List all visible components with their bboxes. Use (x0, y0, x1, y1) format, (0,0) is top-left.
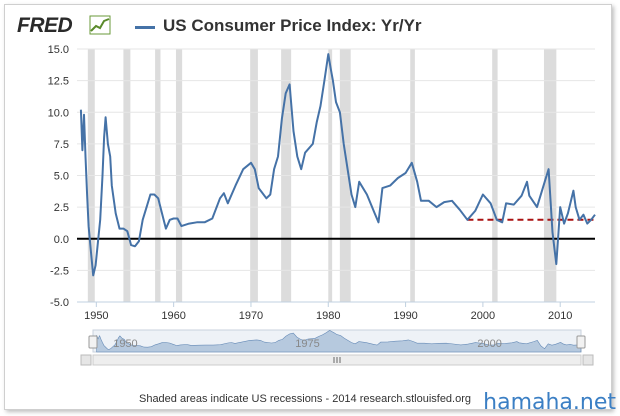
cpi-series-line (79, 53, 596, 277)
chart-trend-icon (89, 15, 111, 35)
series-legend-swatch (135, 26, 155, 29)
x-axis: 1950 1960 1970 1980 1990 2000 2010 (77, 301, 595, 322)
series-layer (79, 53, 596, 277)
chart-canvas: -5.0 -2.5 0.0 2.5 5.0 7.5 10.0 12.5 15.0 1950 196… (48, 44, 596, 366)
chart-frame: FRED US Consumer Price Index: Yr/Yr -5.0… (4, 4, 612, 410)
y-tick-label: 12.5 (48, 76, 69, 88)
y-tick-label: 15.0 (48, 44, 69, 56)
y-tick-label: 7.5 (54, 139, 69, 151)
scroll-left-arrow[interactable] (80, 354, 92, 366)
y-tick-label: 5.0 (54, 171, 69, 183)
navigator-label: 2000 (477, 338, 501, 350)
scroll-right-arrow[interactable] (582, 354, 594, 366)
chart-header: FRED US Consumer Price Index: Yr/Yr (13, 11, 613, 41)
navigator-series-area (96, 330, 582, 353)
navigator-label: 1950 (113, 338, 137, 350)
y-tick-label: 10.0 (48, 107, 69, 119)
watermark: hamaha.net (483, 390, 616, 415)
reference-lines (77, 218, 595, 240)
y-tick-label: -5.0 (50, 297, 69, 309)
x-tick-label: 1970 (239, 310, 263, 322)
y-axis: -5.0 -2.5 0.0 2.5 5.0 7.5 10.0 12.5 15.0 (48, 44, 69, 309)
x-tick-label: 2010 (548, 310, 572, 322)
grip-icon[interactable] (333, 357, 341, 363)
y-tick-label: 0.0 (54, 234, 69, 246)
x-tick-label: 1980 (316, 310, 340, 322)
chart-title: US Consumer Price Index: Yr/Yr (163, 16, 422, 35)
x-tick-label: 1950 (84, 310, 108, 322)
x-tick-label: 2000 (471, 310, 495, 322)
y-tick-label: -2.5 (50, 265, 69, 277)
x-tick-label: 1990 (393, 310, 417, 322)
x-tick-label: 1960 (161, 310, 185, 322)
grid-lines (77, 48, 595, 303)
y-tick-label: 2.5 (54, 202, 69, 214)
navigator-label: 1975 (295, 338, 319, 350)
navigator-right-handle[interactable] (576, 335, 586, 349)
recession-note: Shaded areas indicate US recessions - 20… (138, 393, 472, 405)
navigator-left-handle[interactable] (88, 335, 98, 349)
range-navigator[interactable]: 1950 1975 2000 (80, 329, 594, 366)
fred-logo[interactable]: FRED (17, 14, 73, 37)
